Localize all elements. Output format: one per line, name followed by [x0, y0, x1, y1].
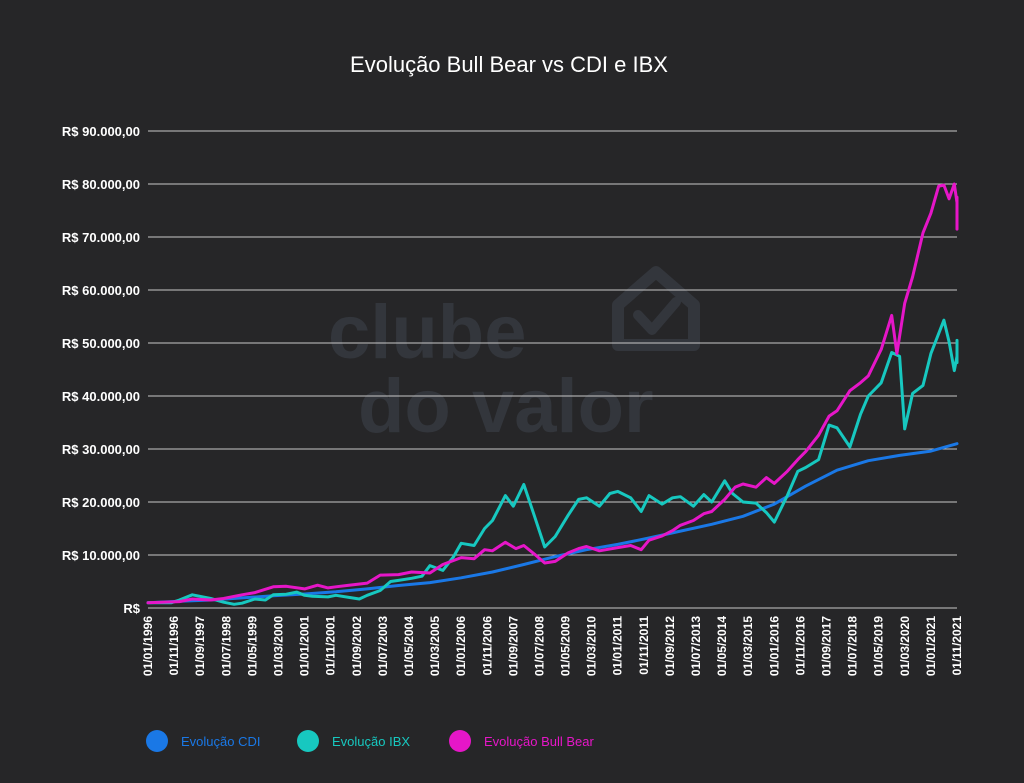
y-tick-label: R$: [123, 601, 140, 616]
x-tick-label: 01/09/2017: [820, 616, 834, 676]
house-check-icon: [612, 266, 700, 351]
x-tick-label: 01/01/2021: [924, 616, 938, 676]
x-tick-label: 01/01/2016: [767, 616, 781, 676]
legend: Evolução CDI Evolução IBX Evolução Bull Be…: [146, 730, 595, 752]
x-tick-label: 01/05/2004: [402, 616, 416, 676]
x-tick-label: 01/05/1999: [245, 616, 259, 676]
y-tick-label: R$ 30.000,00: [62, 442, 140, 457]
series-line-3: [146, 182, 959, 605]
watermark-line2: do valor: [358, 364, 654, 449]
legend-label: Evolução CDI: [181, 734, 260, 749]
x-tick-label: 01/05/2019: [872, 616, 886, 676]
x-tick-label: 01/03/2005: [428, 616, 442, 676]
x-tick-label: 01/01/2006: [454, 616, 468, 676]
x-tick-label: 01/11/2011: [637, 616, 651, 675]
x-tick-label: 01/09/2007: [506, 616, 520, 676]
x-tick-label: 01/07/2013: [689, 616, 703, 676]
chart-title: Evolução Bull Bear vs CDI e IBX: [350, 52, 668, 77]
series-lines: [146, 182, 959, 606]
y-tick-label: R$ 80.000,00: [62, 177, 140, 192]
x-tick-label: 01/09/1997: [193, 616, 207, 676]
y-tick-label: R$ 50.000,00: [62, 336, 140, 351]
x-tick-label: 01/11/2006: [480, 616, 494, 676]
x-tick-label: 01/05/2009: [559, 616, 573, 676]
x-axis-ticks: 01/01/1996 01/11/1996 01/09/1997 01/07/1998…: [141, 616, 964, 676]
series-line-2: [146, 318, 959, 606]
x-tick-label: 01/01/2011: [611, 616, 625, 676]
x-tick-label: 01/11/2001: [324, 616, 338, 676]
legend-marker: [297, 730, 319, 752]
y-tick-label: R$ 90.000,00: [62, 124, 140, 139]
legend-marker: [146, 730, 168, 752]
x-tick-label: 01/09/2002: [350, 616, 364, 676]
x-tick-label: 01/09/2012: [663, 616, 677, 676]
x-tick-label: 01/03/2000: [271, 616, 285, 676]
y-tick-label: R$ 10.000,00: [62, 548, 140, 563]
x-tick-label: 01/01/1996: [141, 616, 155, 676]
y-tick-label: R$ 70.000,00: [62, 230, 140, 245]
watermark-line1: clube: [328, 290, 527, 375]
x-tick-label: 01/03/2020: [898, 616, 912, 676]
watermark: clube do valor: [328, 266, 700, 449]
x-tick-label: 01/01/2001: [298, 616, 312, 676]
legend-label: Evolução IBX: [332, 734, 410, 749]
x-tick-label: 01/07/1998: [219, 616, 233, 676]
y-axis-ticks: R$ R$ 10.000,00 R$ 20.000,00 R$ 30.000,00 R$…: [62, 124, 141, 616]
x-tick-label: 01/07/2018: [846, 616, 860, 676]
y-tick-label: R$ 40.000,00: [62, 389, 140, 404]
legend-label: Evolução Bull Bear: [484, 734, 595, 749]
y-tick-label: R$ 20.000,00: [62, 495, 140, 510]
x-tick-label: 01/07/2003: [376, 616, 390, 676]
x-tick-label: 01/11/2021: [950, 616, 964, 676]
legend-marker: [449, 730, 471, 752]
x-tick-label: 01/03/2015: [741, 616, 755, 676]
y-tick-label: R$ 60.000,00: [62, 283, 140, 298]
x-tick-label: 01/05/2014: [715, 616, 729, 676]
series-line-1: [146, 442, 959, 605]
grid: [148, 130, 957, 609]
x-tick-label: 01/07/2008: [532, 616, 546, 676]
x-tick-label: 01/11/2016: [793, 616, 807, 676]
x-tick-label: 01/11/1996: [167, 616, 181, 676]
x-tick-label: 01/03/2010: [585, 616, 599, 676]
